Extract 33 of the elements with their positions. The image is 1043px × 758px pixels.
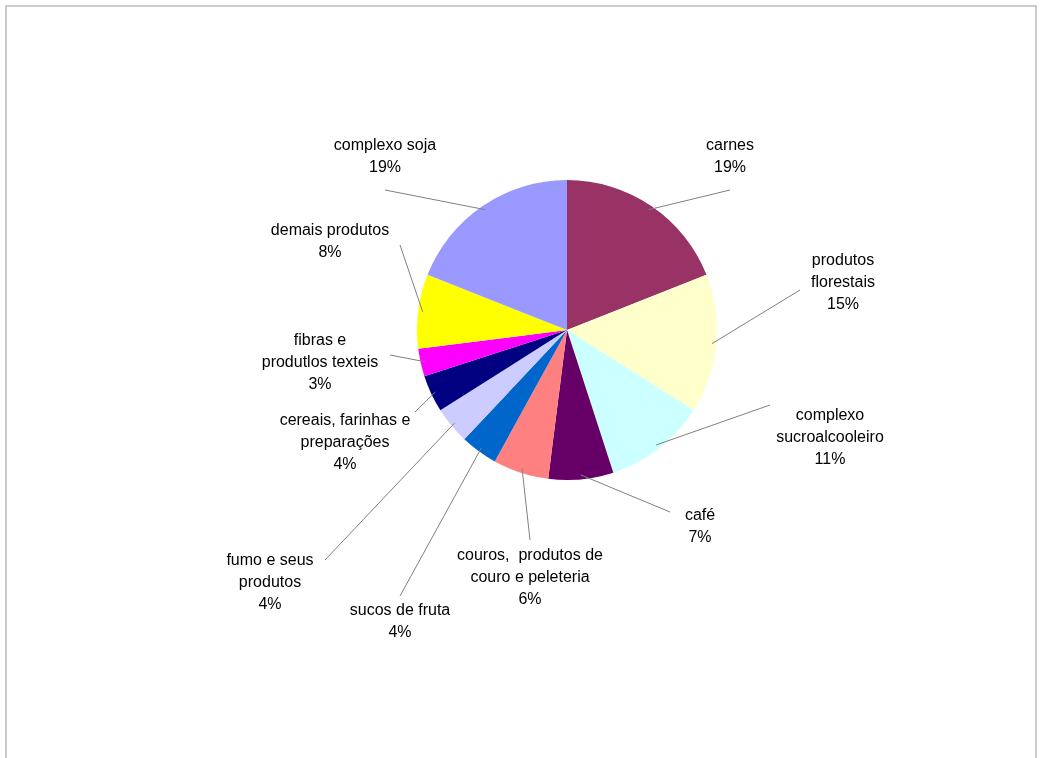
pie-slice [417,274,567,349]
slice-label: fibras e produtlos texteis [261,331,379,370]
data-label: 15% [826,295,860,312]
data-label: 11% [814,450,846,467]
slice-label: sucos de fruta [349,601,451,618]
slice-label: fumo e seus produtos [226,551,314,590]
data-label: 7% [688,528,712,545]
data-label: 19% [713,158,747,175]
pie-slice [464,330,567,462]
data-label: 6% [518,590,542,607]
slice-label: complexo soja [333,136,437,153]
slice-label: cereais, farinhas e preparações [279,411,411,450]
data-label: 4% [388,623,412,640]
pie-slice [567,330,694,473]
data-label: 8% [318,243,342,260]
slice-label: produtos florestais [810,251,876,290]
pie-slice [427,180,567,330]
pie-slice [567,274,717,411]
slice-label: carnes [705,136,755,153]
pie-slice [548,330,614,480]
slice-label: demais produtos [270,221,390,238]
data-label: 4% [333,455,357,472]
data-label: 3% [308,375,332,392]
pie-slice [567,180,707,330]
pie-slice [424,330,567,411]
data-label: 19% [368,158,402,175]
slice-label: complexo sucroalcooleiro [776,406,884,445]
pie-slice [494,330,567,479]
data-label: 4% [258,595,282,612]
pie-slice [418,330,567,377]
pie-slice [440,330,567,440]
slice-label: couros, produtos de couro e peleteria [457,546,604,585]
slice-label: café [684,506,716,523]
